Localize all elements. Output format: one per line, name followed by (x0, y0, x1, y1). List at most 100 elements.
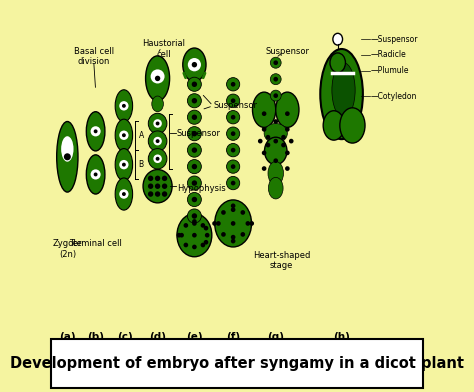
Circle shape (273, 93, 278, 98)
Circle shape (231, 131, 236, 136)
Circle shape (187, 94, 201, 108)
Circle shape (119, 160, 128, 169)
Ellipse shape (276, 92, 299, 127)
Circle shape (285, 166, 290, 171)
Circle shape (94, 129, 98, 133)
Circle shape (281, 135, 286, 140)
Circle shape (155, 183, 160, 189)
Circle shape (187, 77, 201, 91)
Circle shape (191, 147, 197, 153)
Text: Haustorial
cell: Haustorial cell (142, 39, 185, 58)
Circle shape (231, 239, 236, 243)
Circle shape (153, 154, 162, 163)
Circle shape (188, 58, 201, 71)
Circle shape (285, 151, 290, 155)
Circle shape (231, 181, 236, 185)
Circle shape (64, 153, 71, 160)
Circle shape (191, 131, 197, 136)
Circle shape (191, 197, 197, 202)
Circle shape (249, 221, 254, 226)
Ellipse shape (86, 155, 105, 194)
Circle shape (148, 176, 153, 181)
Circle shape (94, 172, 98, 176)
Circle shape (246, 221, 250, 226)
Ellipse shape (57, 122, 78, 192)
Text: Suspensor: Suspensor (265, 47, 310, 56)
Ellipse shape (86, 112, 105, 151)
FancyBboxPatch shape (51, 339, 423, 388)
Circle shape (192, 221, 197, 226)
Circle shape (227, 78, 240, 91)
Text: (h): (h) (333, 332, 350, 342)
Text: (b): (b) (87, 332, 104, 342)
Circle shape (187, 160, 201, 174)
Circle shape (240, 210, 245, 215)
Circle shape (192, 219, 197, 224)
Ellipse shape (333, 33, 343, 45)
Circle shape (122, 104, 126, 108)
Circle shape (201, 243, 205, 247)
Ellipse shape (332, 63, 355, 118)
Circle shape (201, 223, 205, 228)
Circle shape (177, 233, 181, 238)
Circle shape (262, 166, 266, 171)
Ellipse shape (253, 92, 276, 127)
Circle shape (240, 232, 245, 237)
Text: (f): (f) (226, 332, 240, 342)
Circle shape (204, 226, 209, 230)
Text: Heart-shaped
stage: Heart-shaped stage (253, 251, 310, 270)
Text: —Radicle: —Radicle (371, 51, 406, 59)
Circle shape (191, 213, 197, 219)
Circle shape (91, 169, 100, 180)
Circle shape (183, 243, 188, 247)
Circle shape (289, 139, 293, 143)
Ellipse shape (146, 56, 170, 101)
Ellipse shape (152, 96, 164, 112)
Ellipse shape (115, 90, 133, 122)
Circle shape (148, 183, 153, 189)
Ellipse shape (115, 178, 133, 210)
Ellipse shape (183, 48, 206, 82)
Circle shape (191, 62, 197, 67)
Circle shape (187, 143, 201, 157)
Circle shape (191, 114, 197, 120)
Text: Development of embryo after syngamy in a dicot plant: Development of embryo after syngamy in a… (10, 356, 464, 371)
Circle shape (273, 60, 278, 65)
Text: (g): (g) (267, 332, 284, 342)
Text: Suspensor: Suspensor (214, 102, 258, 110)
Circle shape (119, 101, 128, 111)
Circle shape (191, 82, 197, 87)
Circle shape (155, 76, 160, 81)
Circle shape (155, 139, 160, 143)
Ellipse shape (148, 113, 167, 134)
Circle shape (122, 133, 126, 137)
Circle shape (262, 111, 266, 116)
Circle shape (231, 203, 236, 208)
Ellipse shape (61, 136, 73, 162)
Text: Basal cell
division: Basal cell division (73, 47, 114, 66)
Ellipse shape (143, 169, 172, 203)
Circle shape (192, 233, 197, 238)
Circle shape (187, 176, 201, 190)
Circle shape (187, 110, 201, 124)
Circle shape (227, 94, 240, 107)
Circle shape (187, 127, 201, 141)
Circle shape (262, 151, 266, 155)
Ellipse shape (264, 137, 287, 165)
Circle shape (285, 127, 290, 132)
Circle shape (273, 139, 278, 143)
Circle shape (227, 111, 240, 124)
Text: A: A (138, 131, 144, 140)
Circle shape (270, 57, 281, 68)
Circle shape (231, 207, 236, 212)
Circle shape (216, 221, 221, 226)
Circle shape (204, 240, 209, 245)
Text: Hypophysis: Hypophysis (177, 184, 226, 192)
Circle shape (155, 191, 160, 197)
Ellipse shape (323, 111, 345, 140)
Ellipse shape (215, 200, 252, 247)
Circle shape (148, 191, 153, 197)
Circle shape (270, 74, 281, 85)
Circle shape (231, 235, 236, 240)
Circle shape (227, 176, 240, 190)
